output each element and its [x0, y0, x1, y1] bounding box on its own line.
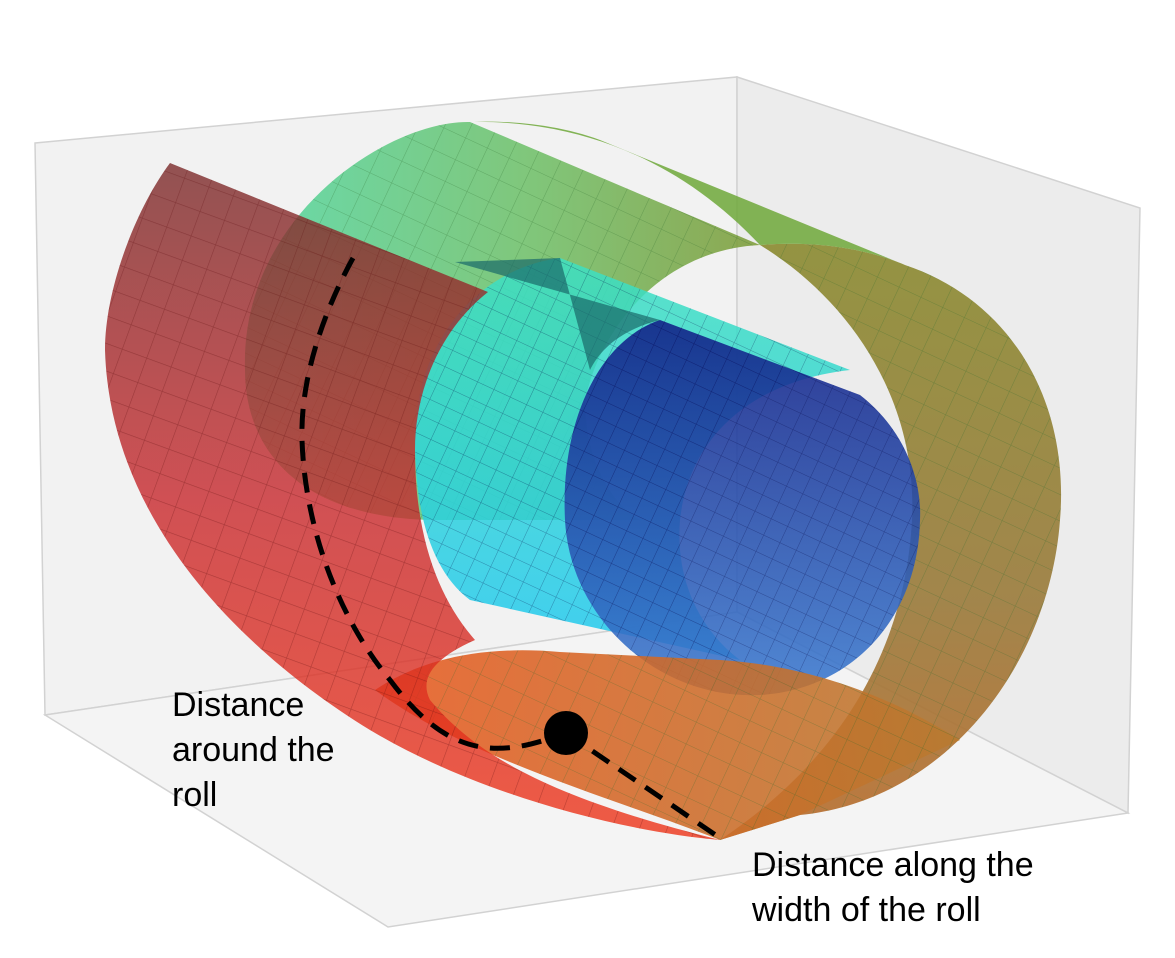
path-around-roll — [299, 256, 567, 751]
unrolled-sheet-red-grid — [105, 163, 720, 840]
roll-inner-blue-grid — [564, 320, 921, 696]
point-marker — [544, 711, 588, 755]
roll-outer-olive-grid — [720, 243, 1062, 841]
label-distance-around-roll: Distance around the roll — [172, 686, 335, 814]
roll-top-green-band — [470, 121, 905, 265]
roll-outer-orange-grid — [375, 650, 960, 840]
label-distance-along-width: Distance along the width of the roll — [752, 846, 1034, 929]
roll-inner-blue-top — [455, 258, 660, 370]
